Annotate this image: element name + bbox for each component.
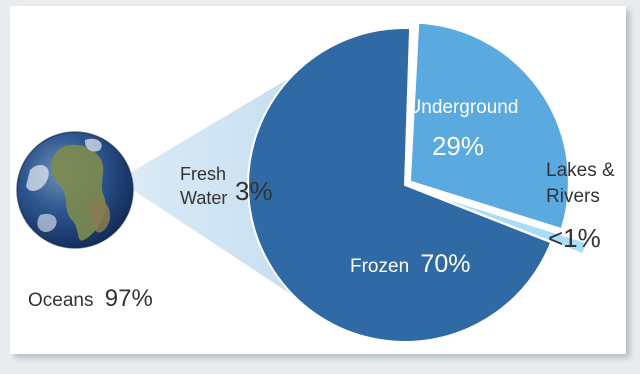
lakes-rivers-value: <1% xyxy=(548,223,601,253)
frozen-label: Frozen 70% xyxy=(350,250,470,278)
underground-value: 29% xyxy=(432,131,484,161)
oceans-label-text: Oceans xyxy=(28,290,93,311)
oceans-value: 97% xyxy=(105,285,153,312)
oceans-label: Oceans 97% xyxy=(28,285,153,312)
frozen-label-text: Frozen xyxy=(350,256,409,277)
underground-label: Underground xyxy=(408,97,519,118)
frozen-value: 70% xyxy=(420,250,470,278)
lakes-rivers-label-line2: Rivers xyxy=(546,186,600,207)
fresh-water-value: 3% xyxy=(235,176,273,206)
frozen-slice xyxy=(247,27,553,343)
lakes-rivers-label-line1: Lakes & xyxy=(546,160,615,181)
fresh-water-label-line1: Fresh xyxy=(180,164,226,184)
fresh-water-label-line2: Water xyxy=(180,188,227,208)
underground-slice xyxy=(408,21,570,231)
pie-chart xyxy=(247,21,589,343)
earth-globe xyxy=(16,131,134,249)
